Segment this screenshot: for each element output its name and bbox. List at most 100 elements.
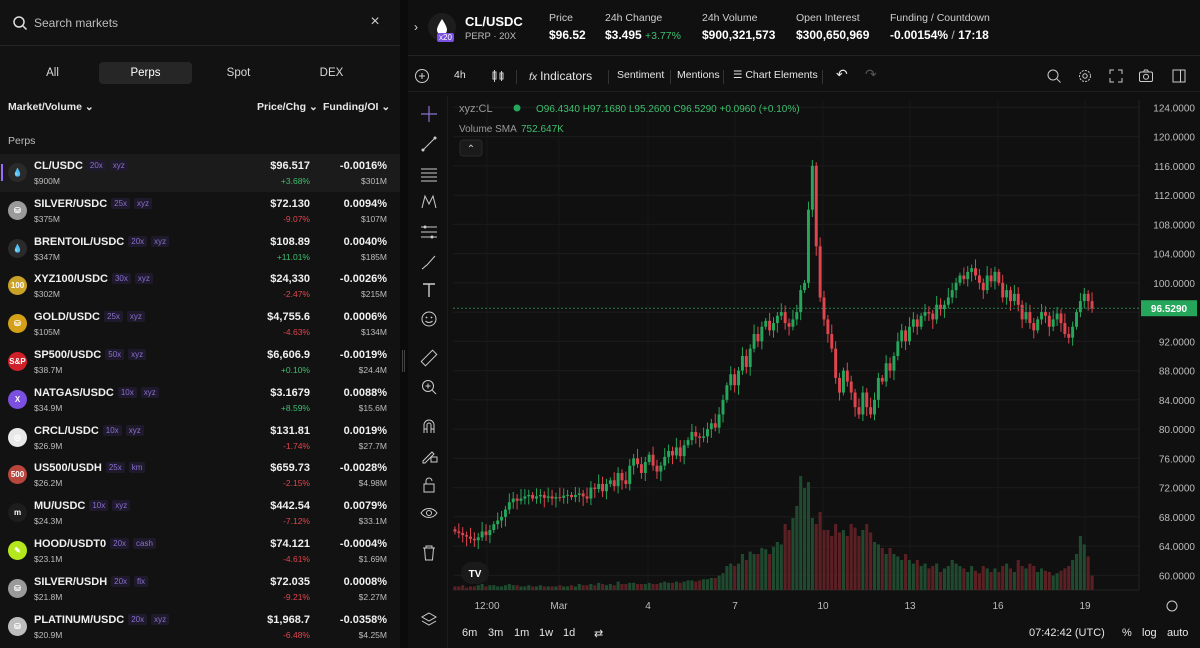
market-oi: $185M — [361, 251, 387, 262]
price-chart[interactable]: 124.0000 120.0000 116.0000 112.0000 108.0000… — [449, 96, 1200, 648]
date-range-icon[interactable]: ⇄ — [594, 628, 604, 640]
sort-funding-oi[interactable]: Funding/OI ⌄ — [323, 101, 390, 113]
text-icon[interactable] — [420, 281, 438, 299]
resize-handle[interactable] — [402, 350, 405, 372]
trash-icon[interactable] — [420, 544, 438, 562]
volume-bar — [946, 566, 950, 590]
ruler-icon[interactable] — [420, 349, 438, 367]
projection-icon[interactable] — [420, 223, 438, 241]
collapse-legend-button[interactable] — [459, 139, 483, 157]
volume-bar — [608, 584, 612, 590]
range-6m[interactable]: 6m — [462, 627, 478, 639]
candle-body — [546, 496, 550, 498]
candle-body — [694, 432, 698, 437]
zoom-in-icon[interactable] — [420, 378, 438, 396]
tab-spot[interactable]: Spot — [226, 67, 251, 79]
redo-icon[interactable]: ↷ — [865, 66, 877, 82]
market-row[interactable]: ⛁ GOLD/USDC 25x xyz $105M $4,755.6 -4.63% … — [0, 305, 400, 343]
eye-icon[interactable] — [420, 504, 438, 522]
sentiment-button[interactable]: Sentiment — [617, 69, 665, 81]
crosshair-icon[interactable] — [420, 105, 438, 123]
market-change: -1.74% — [283, 440, 310, 451]
volume-bar — [1063, 568, 1067, 590]
fullscreen-icon[interactable] — [1108, 68, 1124, 84]
search-input[interactable] — [34, 15, 334, 30]
chevron-right-icon[interactable]: › — [414, 20, 418, 34]
layers-icon[interactable] — [420, 611, 438, 629]
market-row[interactable]: X NATGAS/USDC 10x xyz $34.9M $3.1679 +8.59… — [0, 381, 400, 419]
market-row[interactable]: m MU/USDC 10x xyz $24.3M $442.54 -7.12% 0.… — [0, 494, 400, 532]
range-3m[interactable]: 3m — [488, 627, 504, 639]
volume-bar — [663, 581, 667, 590]
tab-perps[interactable]: Perps — [99, 62, 192, 84]
chevron-down-icon: ⌄ — [308, 101, 318, 113]
indicators-button[interactable]: fx Indicators — [529, 69, 592, 83]
market-row[interactable]: ◎ CRCL/USDC 10x xyz $26.9M $131.81 -1.74% … — [0, 419, 400, 457]
volume-bar — [698, 580, 702, 590]
magnet-icon[interactable] — [420, 417, 438, 435]
volume-bar — [740, 554, 744, 590]
range-1w[interactable]: 1w — [539, 627, 554, 639]
ticker-symbol[interactable]: CL/USDC — [465, 14, 523, 29]
trend-line-icon[interactable] — [420, 135, 438, 153]
market-row[interactable]: 500 US500/USDH 25x km $26.2M $659.73 -2.15… — [0, 456, 400, 494]
market-row[interactable]: ⛁ SILVER/USDH 20x flx $21.8M $72.035 -9.21… — [0, 570, 400, 608]
y-tick-label: 68.0000 — [1159, 513, 1196, 524]
status-dot — [513, 104, 521, 112]
market-volume: $21.8M — [34, 591, 63, 602]
gear-icon[interactable] — [1077, 68, 1093, 84]
emoji-icon[interactable] — [420, 310, 438, 328]
interval-button[interactable]: 4h — [454, 69, 466, 81]
auto-toggle[interactable]: auto — [1167, 627, 1189, 639]
market-funding: -0.0028% — [339, 462, 387, 475]
brush-icon[interactable] — [420, 253, 438, 271]
market-row[interactable]: ✎ HOOD/USDT0 20x cash $23.1M $74.121 -4.61… — [0, 532, 400, 570]
legend-ohlc: O96.4340 H97.1680 L95.2600 C96.5290 +0.0… — [536, 104, 800, 115]
candle-body — [974, 268, 977, 276]
market-row[interactable]: 💧 CL/USDC 20x xyz $900M $96.517 +3.68% -0.… — [0, 154, 400, 192]
candles-icon[interactable] — [490, 68, 506, 84]
log-toggle[interactable]: log — [1142, 627, 1157, 639]
market-row[interactable]: 100 XYZ100/USDC 30x xyz $302M $24,330 -2.4… — [0, 267, 400, 305]
undo-icon[interactable]: ↶ — [836, 66, 848, 82]
volume-bar — [752, 554, 756, 590]
volume-bar — [597, 582, 601, 590]
percent-toggle[interactable]: % — [1122, 627, 1132, 639]
pattern-icon[interactable] — [420, 193, 438, 211]
axis-settings-icon[interactable] — [1166, 600, 1178, 612]
mentions-button[interactable]: Mentions — [677, 69, 720, 81]
market-row[interactable]: ⛁ PLATINUM/USDC 20x xyz $20.9M $1,968.7 -6… — [0, 608, 400, 646]
clock[interactable]: 07:42:42 (UTC) — [1029, 627, 1105, 639]
candle-body — [636, 458, 640, 465]
market-price: $3.1679 — [270, 386, 310, 399]
range-1d[interactable]: 1d — [563, 627, 576, 639]
volume-bar — [892, 554, 896, 590]
tab-dex[interactable]: DEX — [319, 67, 344, 79]
add-icon[interactable] — [414, 68, 430, 84]
camera-icon[interactable] — [1138, 68, 1154, 84]
legend-symbol: xyz:CL — [459, 103, 493, 115]
tab-all[interactable]: All — [46, 67, 59, 79]
lock-pencil-icon[interactable] — [420, 446, 438, 464]
range-1m[interactable]: 1m — [514, 627, 530, 639]
market-row[interactable]: S&P SP500/USDC 50x xyz $38.7M $6,606.9 +0.… — [0, 343, 400, 381]
market-volume: $900M — [34, 176, 60, 186]
close-icon[interactable]: × — [370, 13, 380, 30]
panel-icon[interactable] — [1171, 68, 1187, 84]
market-change: -9.21% — [283, 591, 310, 602]
candle-body — [480, 531, 484, 538]
market-change: -2.47% — [283, 289, 310, 300]
horizontal-lines-icon[interactable] — [420, 165, 438, 183]
market-row[interactable]: 💧 BRENTOIL/USDC 20x xyz $347M $108.89 +11.… — [0, 230, 400, 268]
candlestick-chart[interactable]: 124.0000 120.0000 116.0000 112.0000 108.0000… — [449, 96, 1200, 622]
lock-icon[interactable] — [420, 476, 438, 494]
chart-elements-button[interactable]: ☰ Chart Elements — [733, 69, 818, 81]
sort-price-change[interactable]: Price/Chg ⌄ — [257, 101, 318, 113]
volume-bar — [1078, 536, 1082, 590]
sort-market-volume[interactable]: Market/Volume ⌄ — [8, 101, 94, 113]
xyz100-icon: 100 — [8, 276, 27, 296]
zoom-search-icon[interactable] — [1046, 68, 1062, 84]
candle-body — [795, 312, 799, 320]
market-row[interactable]: ⛁ SILVER/USDC 25x xyz $375M $72.130 -9.07%… — [0, 192, 400, 230]
volume-bar — [558, 585, 562, 590]
